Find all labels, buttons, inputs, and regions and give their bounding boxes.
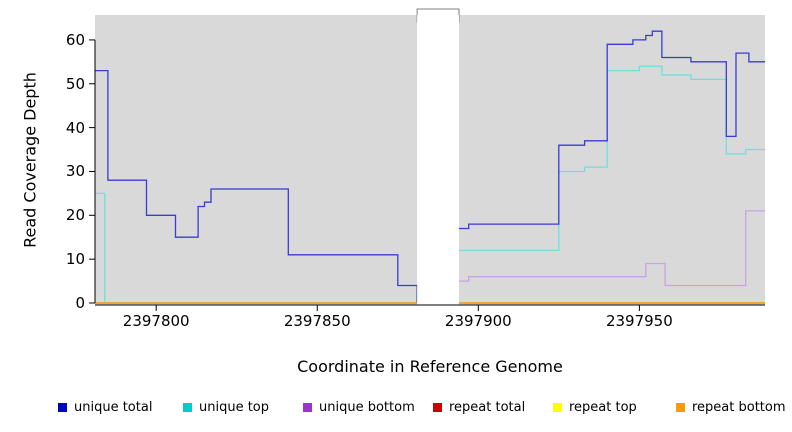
legend-label: repeat total [449, 399, 526, 415]
legend-label: repeat top [569, 399, 637, 415]
legend-swatch-icon [676, 402, 685, 412]
coverage-gap-region [417, 15, 459, 305]
x-tick-label: 2397900 [444, 312, 512, 330]
y-tick-label: 20 [65, 206, 85, 225]
x-axis-title: Coordinate in Reference Genome [297, 357, 563, 376]
y-axis-title: Read Coverage Depth [20, 72, 40, 248]
x-tick-label: 2397850 [283, 312, 351, 330]
y-tick-label: 0 [75, 294, 85, 312]
legend-swatch-icon [58, 402, 67, 412]
legend-item-unique-bottom: unique bottom [303, 399, 415, 415]
legend-swatch-icon [183, 402, 192, 412]
y-tick-label: 30 [65, 162, 85, 181]
legend-item-repeat-top: repeat top [553, 399, 637, 415]
series-line-unique-total [95, 30, 765, 304]
y-tick-label: 10 [65, 250, 85, 269]
y-tick-label: 50 [65, 74, 85, 93]
legend-label: repeat bottom [692, 399, 786, 415]
legend-label: unique total [74, 399, 153, 415]
legend-swatch-icon [433, 402, 442, 412]
legend-item-unique-total: unique total [58, 399, 152, 415]
legend-item-unique-top: unique top [183, 399, 269, 415]
legend-swatch-icon [303, 402, 312, 412]
legend-item-repeat-bottom: repeat bottom [676, 399, 786, 415]
legend-swatch-icon [553, 402, 562, 412]
legend-item-repeat-total: repeat total [433, 399, 525, 415]
y-tick-label: 40 [65, 118, 85, 137]
legend-label: unique bottom [319, 399, 415, 415]
legend: unique total unique top unique bottom repea… [0, 399, 792, 419]
legend-label: unique top [199, 399, 270, 415]
y-tick-label: 60 [65, 30, 85, 49]
x-tick-label: 2397800 [122, 312, 190, 330]
x-tick-label: 2397950 [605, 312, 673, 330]
